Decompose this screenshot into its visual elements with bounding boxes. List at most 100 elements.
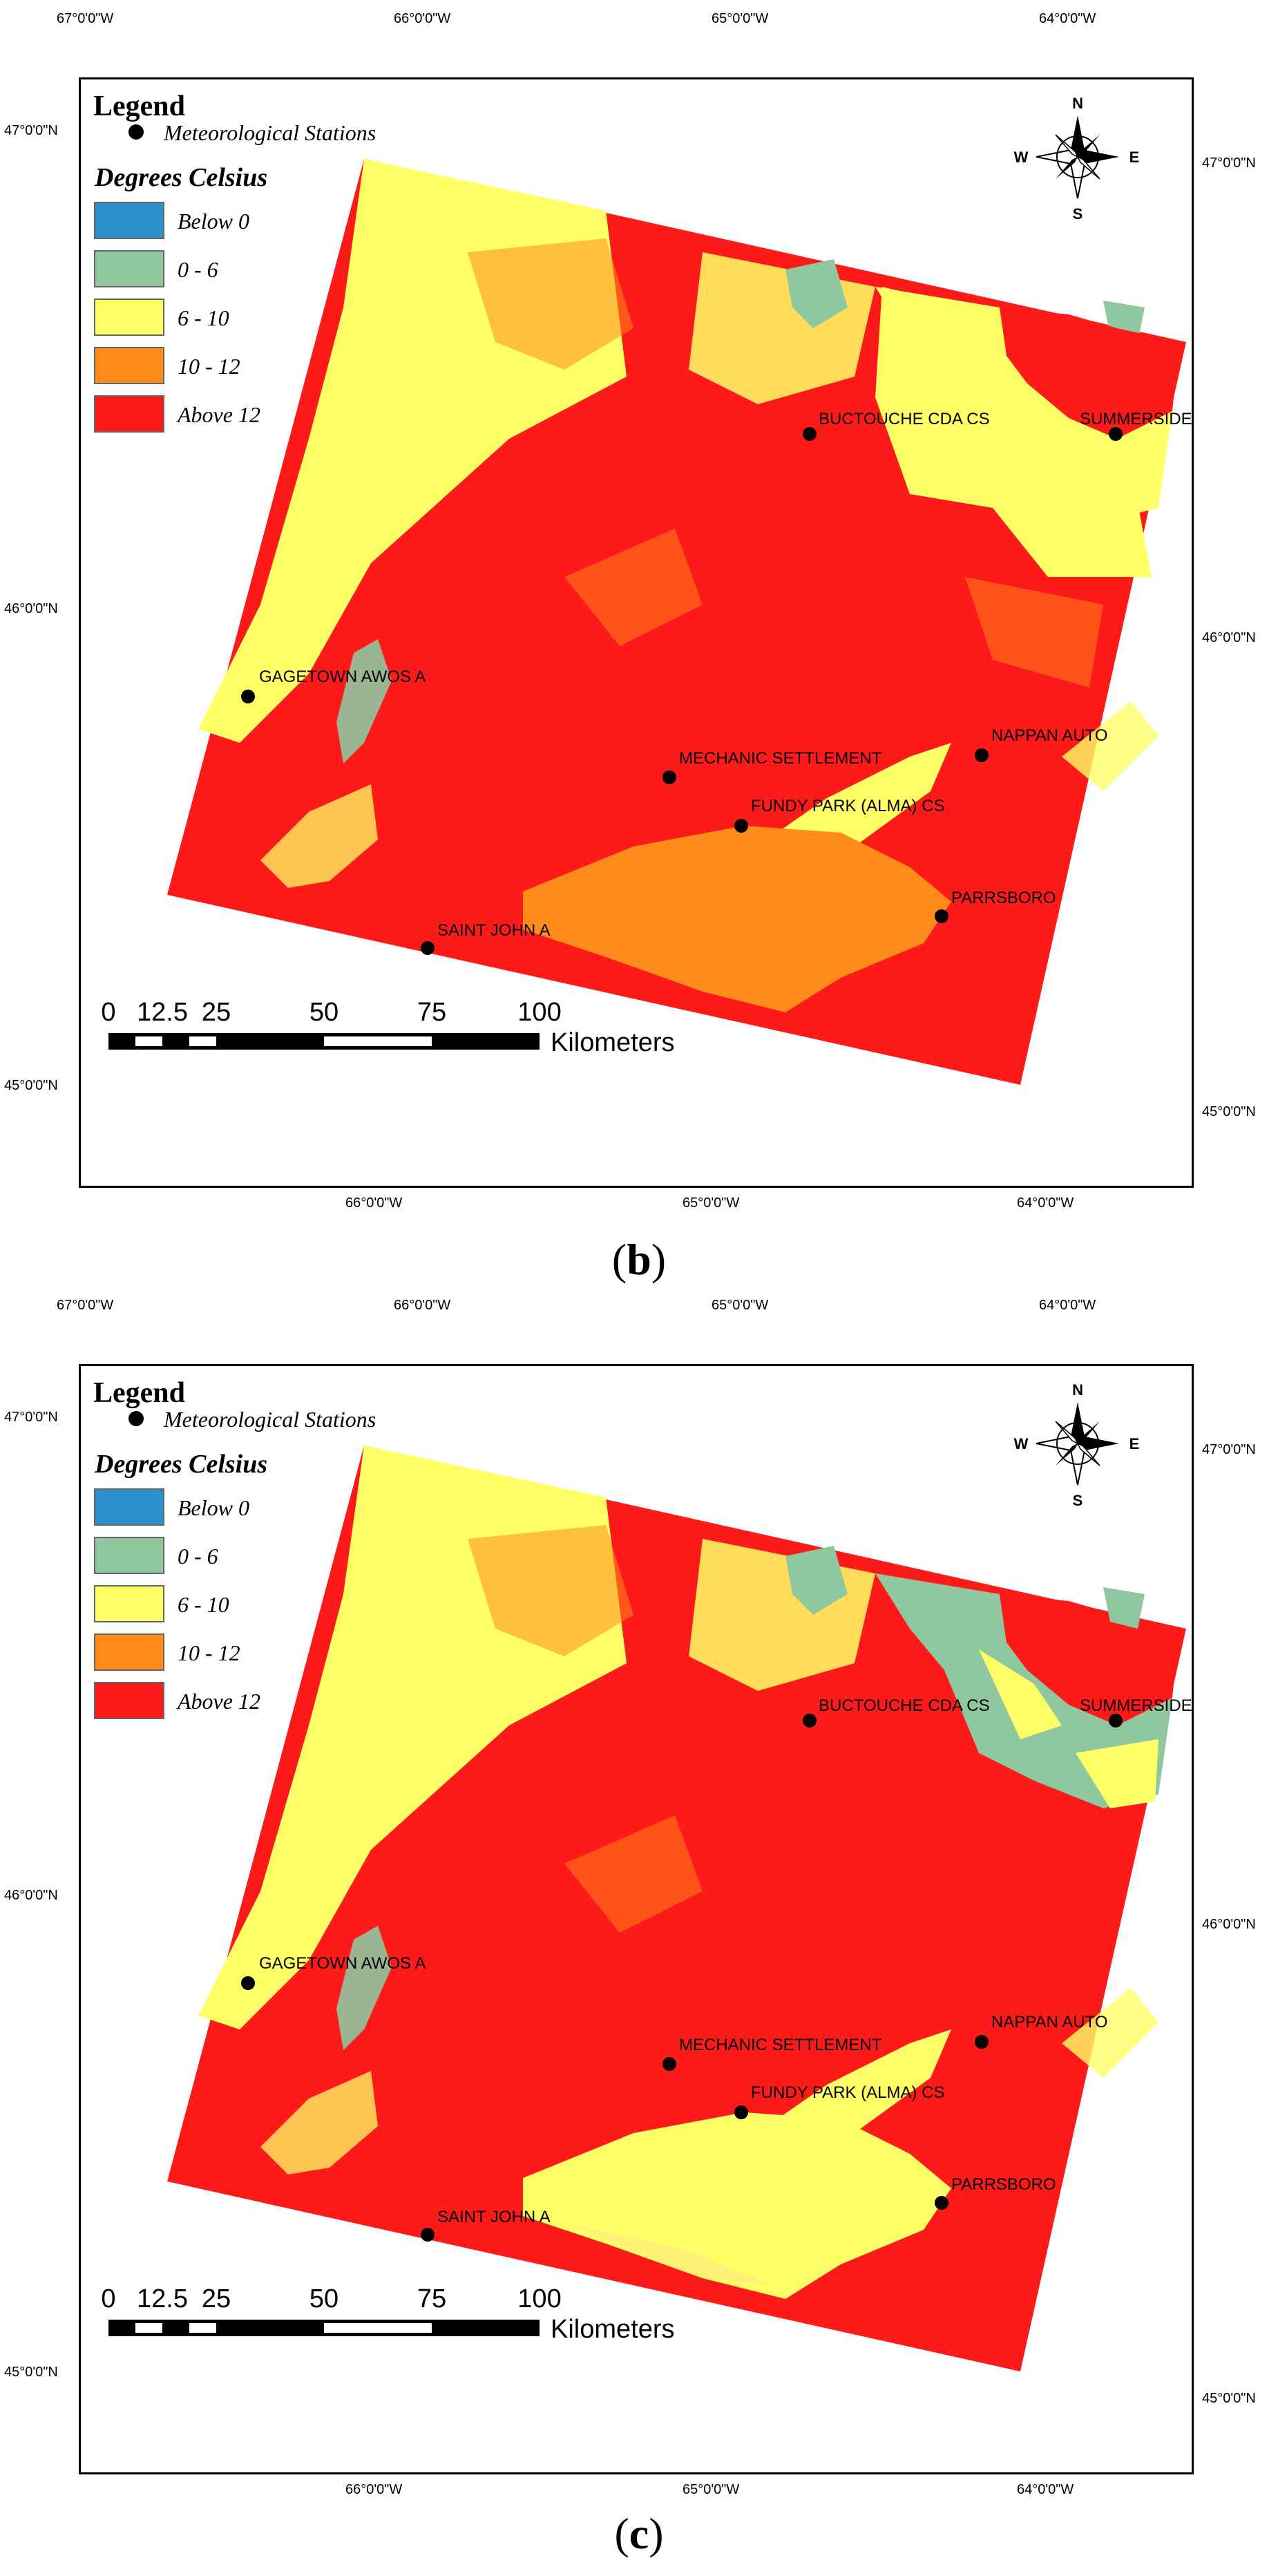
station-point bbox=[803, 1714, 817, 1727]
right-tick-label: 46°0'0"N bbox=[1202, 1917, 1256, 1932]
station-markers: BUCTOUCHE CDA CS SUMMERSIDE GAGETOWN AWO… bbox=[241, 410, 1192, 955]
scale-label: 50 bbox=[309, 998, 338, 1027]
legend-label-0-6: 0 - 6 bbox=[178, 1544, 218, 1569]
legend-swatch-0-6 bbox=[94, 250, 164, 287]
scale-label: 25 bbox=[202, 2284, 231, 2313]
station-point bbox=[241, 690, 255, 703]
class-10-12-region bbox=[468, 238, 1103, 688]
legend-label-above-12: Above 12 bbox=[176, 1689, 260, 1714]
scale-label: 100 bbox=[517, 998, 561, 1027]
class-0-6-region bbox=[336, 259, 1145, 764]
legend-label-10-12: 10 - 12 bbox=[178, 1640, 240, 1665]
legend-title: Legend bbox=[93, 1377, 185, 1409]
station-label: GAGETOWN AWOS A bbox=[259, 667, 426, 686]
station-label: BUCTOUCHE CDA CS bbox=[819, 410, 990, 428]
legend: Legend Meteorological Stations Degrees C… bbox=[93, 91, 376, 433]
legend-swatch-10-12 bbox=[94, 1633, 164, 1671]
station-point bbox=[734, 2105, 748, 2119]
legend-swatch-0-6 bbox=[94, 1537, 164, 1574]
panel-caption-letter: c bbox=[629, 2509, 649, 2558]
station-label: SAINT JOHN A bbox=[437, 921, 551, 940]
panel-caption-c: (c) bbox=[614, 2509, 664, 2558]
compass-s: S bbox=[1073, 205, 1083, 222]
left-tick-label: 46°0'0"N bbox=[4, 601, 58, 616]
legend-swatch-below-0 bbox=[94, 1488, 164, 1526]
bay-shade bbox=[564, 2223, 772, 2285]
station-markers: BUCTOUCHE CDA CS SUMMERSIDE GAGETOWN AWO… bbox=[241, 1696, 1192, 2242]
station-label: FUNDY PARK (ALMA) CS bbox=[751, 2083, 945, 2102]
map-canvas-c: Legend Meteorological Stations Degrees C… bbox=[93, 1377, 1192, 2371]
legend-swatch-6-10 bbox=[94, 1585, 164, 1622]
compass-n: N bbox=[1072, 1381, 1083, 1399]
legend-swatch-above-12 bbox=[94, 1682, 164, 1719]
station-label: MECHANIC SETTLEMENT bbox=[679, 2036, 882, 2054]
scale-bar: 0 12.5 25 50 75 100 Kilometers bbox=[101, 998, 674, 1057]
station-legend-symbol bbox=[128, 1411, 144, 1426]
scale-label: 75 bbox=[417, 998, 446, 1027]
north-arrow-icon: N S E W bbox=[1014, 1381, 1140, 1509]
station-label: FUNDY PARK (ALMA) CS bbox=[751, 797, 945, 815]
scale-bar: 0 12.5 25 50 75 100 Kilometers bbox=[101, 2284, 674, 2344]
pei-land bbox=[1000, 307, 1179, 439]
right-tick-label: 45°0'0"N bbox=[1202, 2391, 1256, 2406]
legend: Legend Meteorological Stations Degrees C… bbox=[93, 1377, 376, 1719]
legend-title: Legend bbox=[93, 91, 185, 122]
scale-label: 12.5 bbox=[137, 2284, 188, 2313]
legend-label-0-6: 0 - 6 bbox=[178, 257, 218, 282]
bottom-tick-label: 65°0'0"W bbox=[683, 1195, 740, 1211]
top-tick-label: 64°0'0"W bbox=[1039, 1298, 1096, 1313]
station-label: NAPPAN AUTO bbox=[991, 726, 1108, 745]
legend-label-10-12: 10 - 12 bbox=[178, 354, 240, 379]
bay-lobe bbox=[564, 2140, 682, 2195]
scale-units: Kilometers bbox=[551, 2315, 675, 2344]
station-point bbox=[662, 2057, 676, 2071]
legend-label-below-0: Below 0 bbox=[178, 1495, 249, 1520]
station-label: SAINT JOHN A bbox=[437, 2208, 551, 2226]
scale-label: 100 bbox=[517, 2284, 561, 2313]
top-tick-label: 67°0'0"W bbox=[57, 1298, 114, 1313]
compass-n: N bbox=[1072, 95, 1083, 112]
right-tick-label: 47°0'0"N bbox=[1202, 155, 1256, 171]
map-panel-b: Legend Meteorological Stations Degrees C… bbox=[79, 77, 1194, 1188]
compass-s: S bbox=[1073, 1492, 1083, 1509]
legend-label-above-12: Above 12 bbox=[176, 402, 260, 427]
compass-e: E bbox=[1129, 1435, 1140, 1452]
scale-label: 50 bbox=[309, 2284, 338, 2313]
station-point bbox=[803, 427, 817, 441]
bottom-tick-label: 64°0'0"W bbox=[1017, 1195, 1074, 1211]
station-point bbox=[1109, 427, 1123, 441]
legend-swatch-6-10 bbox=[94, 299, 164, 336]
compass-e: E bbox=[1129, 149, 1140, 166]
station-point bbox=[935, 909, 948, 923]
strait-yellow-patch-2 bbox=[1076, 1739, 1158, 1808]
station-point bbox=[241, 1976, 255, 1990]
station-point bbox=[662, 770, 676, 784]
strait-yellow-patch bbox=[979, 1649, 1062, 1739]
station-label: NAPPAN AUTO bbox=[991, 2013, 1108, 2032]
legend-swatch-above-12 bbox=[94, 395, 164, 433]
stations-legend-label: Meteorological Stations bbox=[163, 120, 376, 145]
bottom-tick-label: 64°0'0"W bbox=[1017, 2482, 1074, 2497]
left-tick-label: 45°0'0"N bbox=[4, 2365, 58, 2380]
class-10-12-region bbox=[468, 1525, 703, 1933]
station-point bbox=[975, 748, 989, 762]
bottom-tick-label: 66°0'0"W bbox=[345, 1195, 403, 1211]
class-0-6-region bbox=[336, 1546, 1145, 2050]
left-tick-label: 46°0'0"N bbox=[4, 1888, 58, 1903]
top-tick-label: 67°0'0"W bbox=[57, 11, 114, 26]
top-tick-label: 64°0'0"W bbox=[1039, 11, 1096, 26]
legend-label-6-10: 6 - 10 bbox=[178, 305, 229, 330]
units-title: Degrees Celsius bbox=[94, 1450, 267, 1479]
stations-legend-label: Meteorological Stations bbox=[163, 1407, 376, 1432]
top-tick-label: 66°0'0"W bbox=[394, 1298, 451, 1313]
panel-caption-b: (b) bbox=[611, 1235, 667, 1284]
legend-label-below-0: Below 0 bbox=[178, 209, 249, 234]
scale-units: Kilometers bbox=[551, 1028, 675, 1057]
station-label: GAGETOWN AWOS A bbox=[259, 1954, 426, 1973]
left-tick-label: 47°0'0"N bbox=[4, 1410, 58, 1425]
compass-w: W bbox=[1014, 149, 1029, 166]
compass-w: W bbox=[1014, 1435, 1029, 1452]
northumberland-strait bbox=[875, 287, 1172, 522]
station-label: SUMMERSIDE bbox=[1080, 410, 1192, 428]
right-tick-label: 45°0'0"N bbox=[1202, 1104, 1256, 1119]
